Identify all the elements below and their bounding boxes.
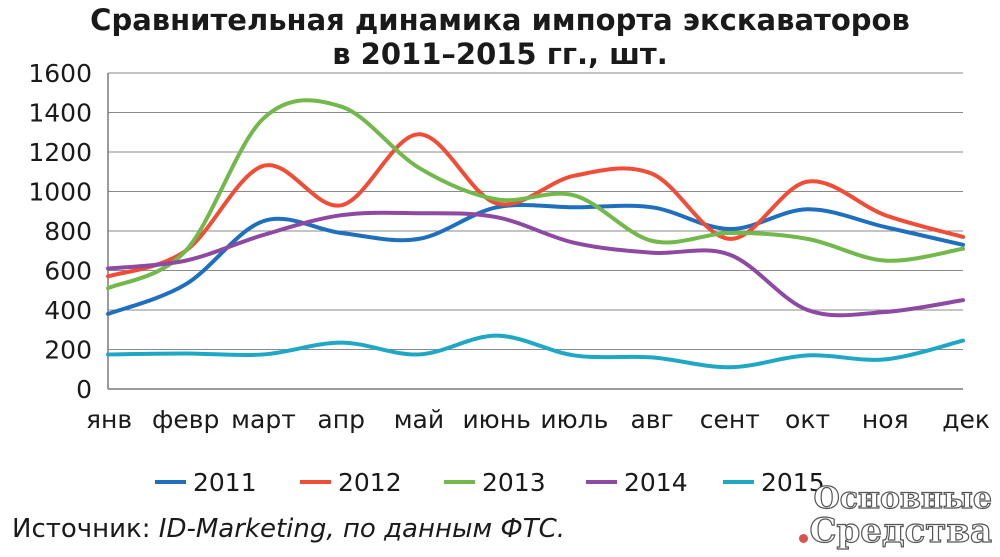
- legend: 2011 2012 2013 2014 2015: [155, 468, 825, 497]
- x-tick-label: окт: [785, 405, 830, 434]
- y-tick-label: 1000: [28, 178, 92, 207]
- x-tick-label: март: [231, 405, 296, 434]
- x-tick-label: июль: [540, 405, 608, 434]
- legend-label-2015: 2015: [761, 468, 825, 497]
- y-tick-label: 1600: [28, 59, 92, 88]
- logo-line1: Основные: [813, 481, 993, 516]
- legend-label-2012: 2012: [338, 468, 402, 497]
- x-tick-label: май: [394, 405, 444, 434]
- series-line-2012: [106, 132, 965, 279]
- x-tick-label: ноя: [862, 405, 909, 434]
- legend-label-2014: 2014: [624, 468, 688, 497]
- x-tick-label: дек: [942, 405, 990, 434]
- chart-title-line2: в 2011–2015 гг., шт.: [332, 37, 668, 71]
- series-line-2014: [106, 210, 965, 318]
- x-axis-ticks: янв февр март апр май июнь июль авг сент окт ноя де…: [86, 405, 990, 434]
- x-tick-label: янв: [86, 405, 132, 434]
- y-tick-label: 800: [44, 217, 92, 246]
- series-lines: [106, 98, 965, 370]
- x-tick-label: июнь: [462, 405, 530, 434]
- x-tick-label: апр: [317, 405, 365, 434]
- y-axis-ticks: 0 200 400 600 800 1000 1200 1400 1600: [28, 59, 92, 404]
- logo-dot: [799, 534, 809, 543]
- legend-label-2013: 2013: [482, 468, 546, 497]
- source-text: ID-Marketing, по данным ФТС.: [158, 514, 566, 544]
- chart-title-line1: Сравнительная динамика импорта экскавато…: [90, 3, 910, 37]
- y-tick-label: 1200: [28, 138, 92, 167]
- legend-label-2011: 2011: [193, 468, 257, 497]
- series-line-2015: [106, 333, 965, 370]
- source-prefix: Источник:: [12, 514, 159, 544]
- logo-line2: Средства: [809, 511, 993, 551]
- y-tick-label: 1400: [28, 99, 92, 128]
- publisher-logo: Основные Средства: [799, 481, 993, 551]
- y-tick-label: 400: [44, 296, 92, 325]
- series-line-2013: [106, 98, 965, 291]
- y-tick-label: 600: [44, 257, 92, 286]
- x-tick-label: авг: [630, 405, 673, 434]
- y-tick-label: 200: [44, 336, 92, 365]
- x-tick-label: февр: [152, 405, 219, 434]
- x-tick-label: сент: [700, 405, 760, 434]
- series-line-2011: [106, 202, 965, 316]
- source-note: Источник: ID-Marketing, по данным ФТС.: [12, 514, 565, 544]
- y-tick-label: 0: [76, 375, 92, 404]
